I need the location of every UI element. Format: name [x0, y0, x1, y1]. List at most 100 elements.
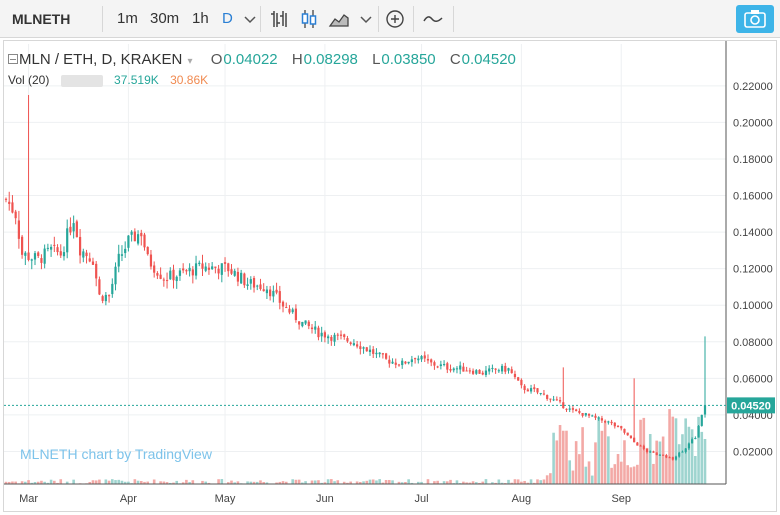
interval-30m[interactable]: 30m — [150, 10, 180, 27]
volume-bar — [536, 479, 539, 484]
volume-bar — [294, 479, 298, 484]
volume-bar — [549, 473, 552, 484]
bar-style-icon[interactable] — [267, 7, 291, 31]
volume-bar — [610, 467, 613, 484]
volume-bar — [127, 481, 130, 484]
screenshot-button[interactable] — [736, 5, 774, 33]
volume-bar — [317, 480, 320, 484]
volume-bar — [600, 430, 604, 484]
area-chart-icon[interactable] — [327, 7, 351, 31]
chevron-down-icon[interactable] — [238, 7, 262, 31]
volume-bar — [578, 454, 581, 484]
indicator-settings-icon[interactable] — [60, 74, 103, 87]
volume-bar — [561, 430, 565, 484]
volume-bar — [297, 479, 301, 484]
volume-bar — [500, 482, 504, 484]
volume-bar — [168, 482, 172, 484]
volume-bar — [326, 479, 330, 484]
candle-body — [262, 289, 265, 292]
volume-bar — [442, 481, 446, 484]
candle-body — [111, 283, 114, 295]
candle-body — [204, 266, 207, 271]
candle-body — [98, 279, 101, 295]
interval-1h[interactable]: 1h — [192, 10, 209, 27]
volume-bar — [117, 479, 121, 484]
interval-d[interactable]: D — [222, 10, 233, 27]
candle-body — [597, 417, 600, 419]
candle-body — [459, 365, 462, 370]
candle-body — [439, 364, 442, 367]
volume-bar — [342, 481, 346, 484]
volume-bar — [204, 481, 208, 484]
candle-body — [72, 223, 75, 232]
candle-body — [217, 268, 220, 274]
series-title[interactable]: MLN / ETH, D, KRAKEN — [19, 51, 183, 68]
symbol-search[interactable]: MLNETH — [12, 11, 71, 27]
candle-body — [649, 451, 652, 453]
candle-body — [220, 263, 223, 275]
volume-bar — [529, 479, 533, 484]
open-value: 0.04022 — [223, 51, 278, 68]
chevron-down-icon[interactable] — [354, 7, 378, 31]
candle-body — [91, 261, 95, 265]
candle-body — [662, 454, 665, 456]
toolbar-divider — [260, 6, 261, 32]
volume-bar — [417, 481, 420, 484]
candle-body — [27, 252, 30, 260]
add-indicator-icon[interactable] — [383, 7, 407, 31]
candle-body — [346, 338, 349, 342]
volume-bar — [571, 470, 575, 484]
volume-bar — [497, 479, 501, 484]
volume-bar — [120, 480, 124, 484]
candle-body — [655, 452, 658, 456]
candles-icon[interactable] — [297, 7, 321, 31]
volume-bar — [542, 479, 546, 484]
candle-body — [272, 290, 275, 297]
volume-bar — [301, 482, 304, 484]
candle-body — [333, 334, 336, 342]
volume-bar — [378, 479, 381, 484]
chevron-down-icon[interactable]: ▾ — [187, 56, 193, 67]
volume-bar — [532, 482, 536, 484]
candle-body — [46, 247, 49, 249]
tradingview-watermark[interactable]: MLNETH chart by TradingView — [20, 446, 212, 462]
interval-1m[interactable]: 1m — [117, 10, 138, 27]
y-tick-label: 0.10000 — [733, 300, 773, 312]
volume-bar — [188, 482, 191, 484]
candle-body — [397, 364, 401, 366]
chart-pane[interactable] — [3, 40, 777, 512]
candle-body — [301, 321, 304, 327]
candle-body — [362, 347, 365, 349]
candle-body — [465, 370, 468, 372]
candle-body — [207, 267, 211, 270]
candle-body — [584, 413, 587, 416]
candle-body — [375, 352, 378, 355]
compare-line-icon[interactable] — [421, 7, 445, 31]
candle-body — [223, 262, 227, 264]
candle-body — [104, 294, 107, 302]
candle-body — [529, 388, 533, 392]
candle-body — [233, 270, 236, 276]
volume-bar — [388, 479, 391, 484]
collapse-icon[interactable] — [8, 54, 18, 64]
volume-bar — [217, 479, 220, 484]
candle-body — [120, 254, 124, 256]
volume-bar — [43, 481, 46, 484]
volume-bar — [36, 481, 40, 484]
candle-body — [252, 277, 256, 288]
candle-body — [285, 307, 288, 309]
candle-body — [378, 352, 381, 355]
volume-bar — [323, 482, 327, 484]
volume-bar — [668, 409, 671, 484]
volume-bar — [336, 480, 340, 484]
candle-body — [146, 247, 149, 255]
toolbar-divider — [102, 6, 103, 32]
candle-body — [436, 366, 439, 368]
candle-body — [368, 349, 372, 353]
volume-bar — [665, 455, 668, 484]
volume-label[interactable]: Vol (20) — [8, 73, 50, 87]
candle-body — [494, 368, 497, 370]
volume-bar — [400, 482, 404, 484]
volume-bar — [191, 480, 195, 484]
volume-bar — [594, 442, 597, 484]
